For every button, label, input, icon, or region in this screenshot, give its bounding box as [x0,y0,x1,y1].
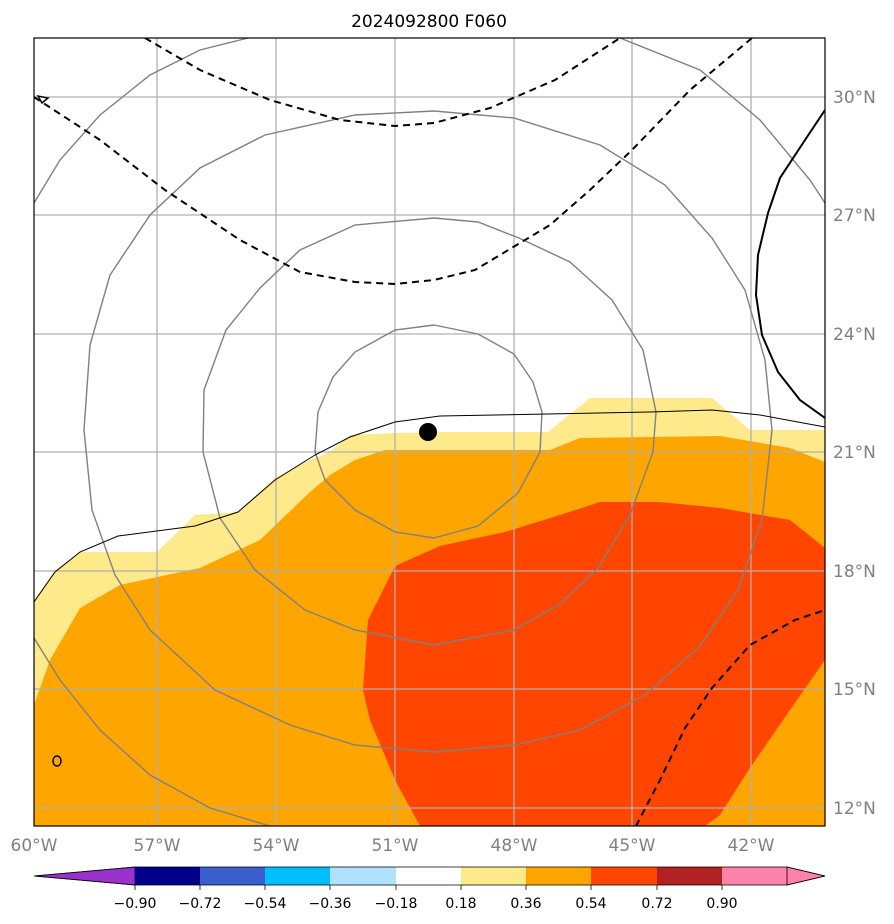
colorbar-tick-label: −0.36 [309,896,352,912]
lon-tick-label: 45°W [609,836,656,856]
colorbar-extend-max [786,866,826,886]
map-frame [33,37,826,827]
small-contour-bottom-left [52,755,62,767]
colorbar-segment [526,867,591,885]
colorbar-segment [135,867,200,885]
colorbar-segment [396,867,461,885]
lon-tick-label: 54°W [253,836,300,856]
dashed-contour-bottom-right [635,609,825,826]
colorbar-tick-label: −0.90 [114,896,157,912]
colorbar-tick-label: 0.72 [641,896,672,912]
distance-rings [34,38,825,826]
ring-3 [83,110,773,753]
colorbar-extend-min [33,866,136,886]
lat-tick-label: 24°N [833,325,876,345]
map-title: 2024092800 F060 [351,12,507,32]
lat-tick-label: 30°N [833,88,876,108]
dashed-contour-top [144,38,621,128]
colorbar-tick-label: −0.54 [244,896,287,912]
lon-tick-label: 48°W [491,836,538,856]
colorbar-segment [461,867,526,885]
dashed-contours [34,38,825,826]
lat-tick-label: 21°N [833,443,876,463]
colorbar-segment [657,867,722,885]
lon-tick-label: 57°W [134,836,181,856]
colorbar-tick-label: 0.54 [575,896,606,912]
colorbar: −0.90 −0.72 −0.54 −0.36 −0.18 0.18 0.36 … [33,866,826,912]
red-orange-region [363,502,825,826]
lat-tick-label: 27°N [833,206,876,226]
lon-tick-label: 51°W [372,836,419,856]
colorbar-tick-label: −0.18 [375,896,418,912]
ring-4 [34,38,249,204]
storm-center-marker [419,423,437,441]
lat-tick-label: 12°N [833,799,876,819]
lat-tick-label: 15°N [833,680,876,700]
colorbar-tick-label: 0.36 [510,896,541,912]
colorbar-segment [265,867,330,885]
ring-1 [314,324,543,539]
lon-tick-label: 60°W [11,836,58,856]
lon-tick-label: 42°W [728,836,775,856]
colorbar-tick-label: 0.18 [445,896,476,912]
ring-2 [202,217,657,646]
colorbar-segment [722,867,787,885]
colorbar-segment [591,867,657,885]
ring-5 [619,38,825,204]
thin-contour-line [34,409,825,603]
dashed-contour-middle [34,38,753,286]
map-area [34,38,825,826]
colorbar-tick-label: −0.72 [179,896,222,912]
colorbar-segment [200,867,265,885]
gridlines [34,38,825,826]
small-contour-top-left [36,94,50,105]
latitude-tick-labels: 12°N 15°N 18°N 21°N 24°N 27°N 30°N [833,88,876,819]
colorbar-tick-label: 0.90 [706,896,737,912]
ring-6 [34,637,271,826]
longitude-tick-labels: 60°W 57°W 54°W 51°W 48°W 45°W 42°W [11,836,775,856]
colorbar-segment [330,867,396,885]
lat-tick-label: 18°N [833,562,876,582]
solid-contour-right [754,109,825,419]
